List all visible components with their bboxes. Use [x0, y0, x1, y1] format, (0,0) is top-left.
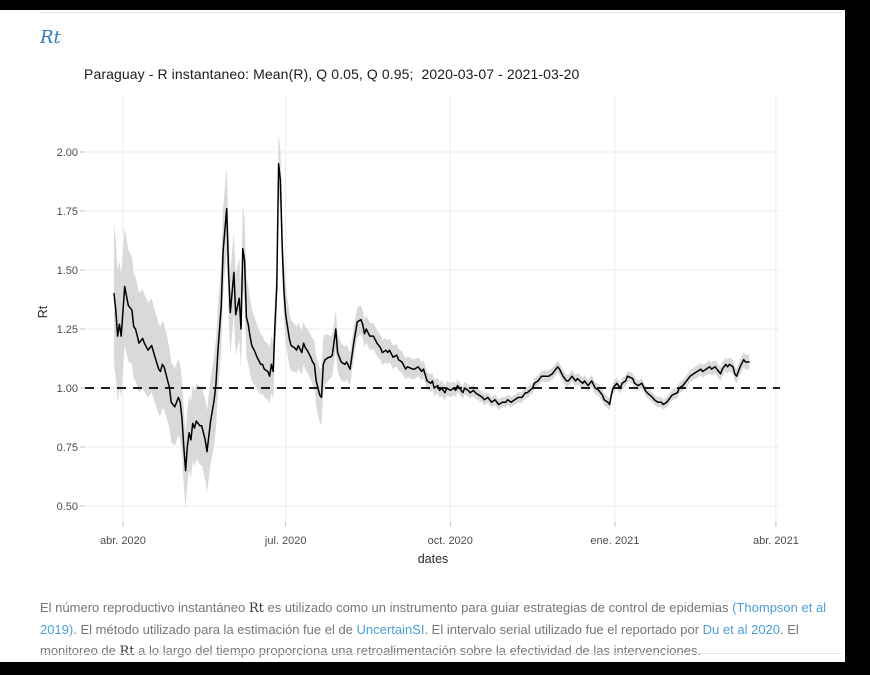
rt-line-chart: 0.50 0.75 1.00 1.25 1.50 1.75 2.00 abr. 2020 jul… [36, 95, 799, 566]
x-tick-label: abr. 2020 [100, 535, 146, 547]
chart-title: Paraguay - R instantaneo: Mean(R), Q 0.0… [84, 66, 580, 82]
link-thompson-et-al-2019[interactable]: (Thompson et al 2019) [40, 600, 827, 637]
y-tick-label: 1.25 [57, 324, 78, 336]
y-tick-label: 1.50 [57, 265, 78, 277]
caption-text: a lo largo del tiempo proporciona una re… [134, 643, 702, 658]
x-tick-label: jul. 2020 [264, 535, 307, 547]
y-tick-label: 0.75 [57, 442, 78, 454]
x-axis-label: dates [418, 552, 449, 566]
y-tick-label: 0.50 [57, 501, 78, 513]
page-title-math-rt: Rt [40, 27, 61, 48]
y-tick-label: 1.00 [57, 383, 78, 395]
y-tick-label: 2.00 [57, 147, 78, 159]
caption-text: . El intervalo serial utilizado fue el r… [424, 622, 703, 637]
y-tick-label: 1.75 [57, 206, 78, 218]
caption-paragraph: El número reproductivo instantáneo Rt es… [40, 597, 838, 662]
caption-math: Rt [248, 601, 264, 616]
link-du-et-al-2020[interactable]: Du et al 2020 [702, 622, 781, 637]
x-tick-label: ene. 2021 [590, 535, 639, 547]
mean-r-line [113, 163, 750, 472]
top-divider [40, 12, 842, 13]
x-tick-label: abr. 2021 [753, 535, 799, 547]
caption-text: . El monitoreo de [40, 622, 799, 658]
link-uncertainsi[interactable]: UncertainSI [356, 622, 425, 637]
caption-math: Rt [119, 644, 135, 659]
caption-text: es utilizado como un instrumento para gu… [263, 600, 733, 615]
confidence-band [114, 133, 750, 509]
y-axis-label: Rt [36, 305, 50, 318]
caption-text: . El método utilizado para la estimación… [73, 622, 357, 637]
x-tick-label: oct. 2020 [428, 535, 473, 547]
caption-text: El número reproductivo instantáneo [40, 600, 249, 615]
content-page: Rt Paraguay - R instantaneo: Mean(R), Q … [0, 10, 845, 662]
bottom-divider [40, 653, 842, 654]
